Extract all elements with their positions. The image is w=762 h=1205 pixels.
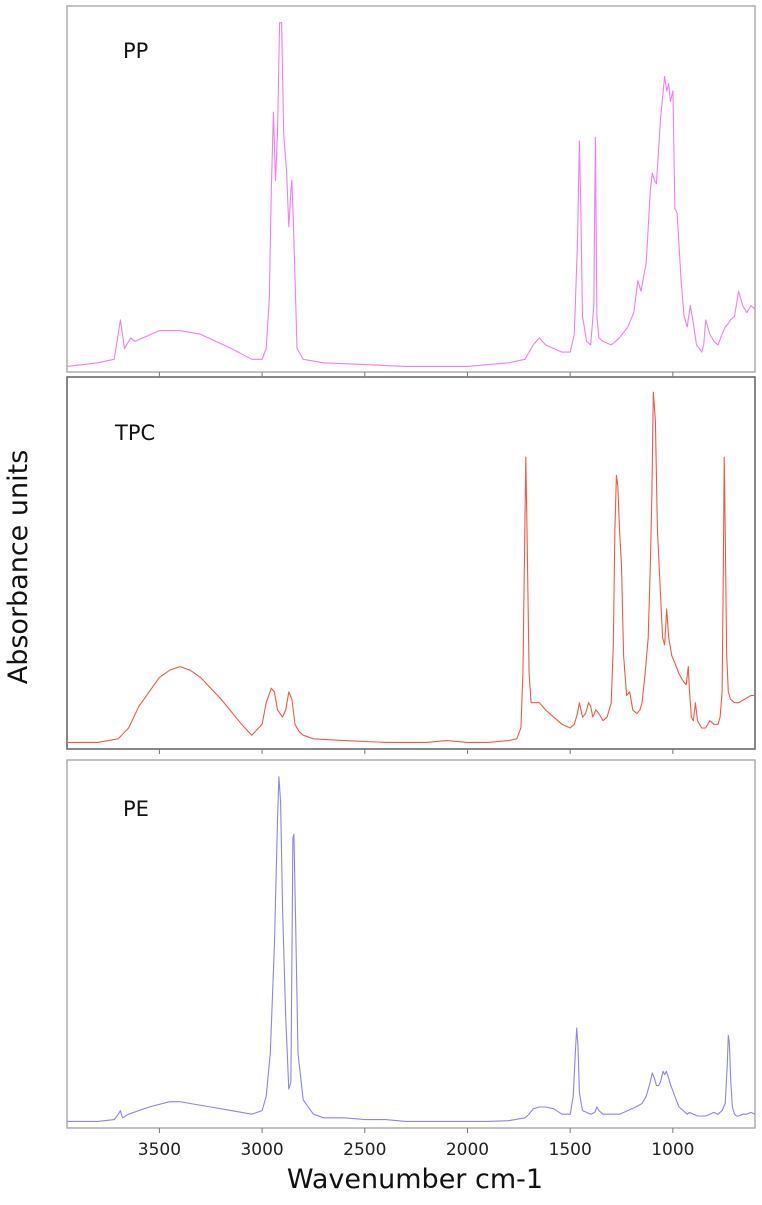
panel-pp-label: PP: [123, 39, 148, 63]
x-tick-label: 2500: [343, 1140, 386, 1160]
panel-tpc: TPC: [66, 376, 756, 750]
panel-pe: PE: [66, 759, 756, 1129]
panel-pp: PP: [66, 5, 756, 373]
tpc-spectrum-line: [67, 391, 755, 743]
panel-pp-frame: [66, 5, 756, 373]
x-axis-title: Wavenumber cm-1: [287, 1164, 543, 1195]
y-axis-title: Absorbance units: [3, 450, 34, 685]
panel-pe-label: PE: [123, 797, 149, 821]
x-tick-label: 1500: [549, 1140, 592, 1160]
panel-tpc-label: TPC: [114, 421, 155, 445]
pe-spectrum-line: [67, 776, 756, 1122]
panel-pe-frame: [66, 759, 756, 1129]
x-axis-ticks: 3500 3000 2500 2000 1500 1000: [138, 372, 694, 1160]
x-tick-label: 1000: [651, 1140, 694, 1160]
x-tick-label: 3000: [240, 1140, 283, 1160]
x-tick-label: 3500: [138, 1140, 181, 1160]
x-tick-label: 2000: [446, 1140, 489, 1160]
pp-spectrum-line: [66, 22, 756, 367]
panel-tpc-frame: [66, 376, 756, 750]
